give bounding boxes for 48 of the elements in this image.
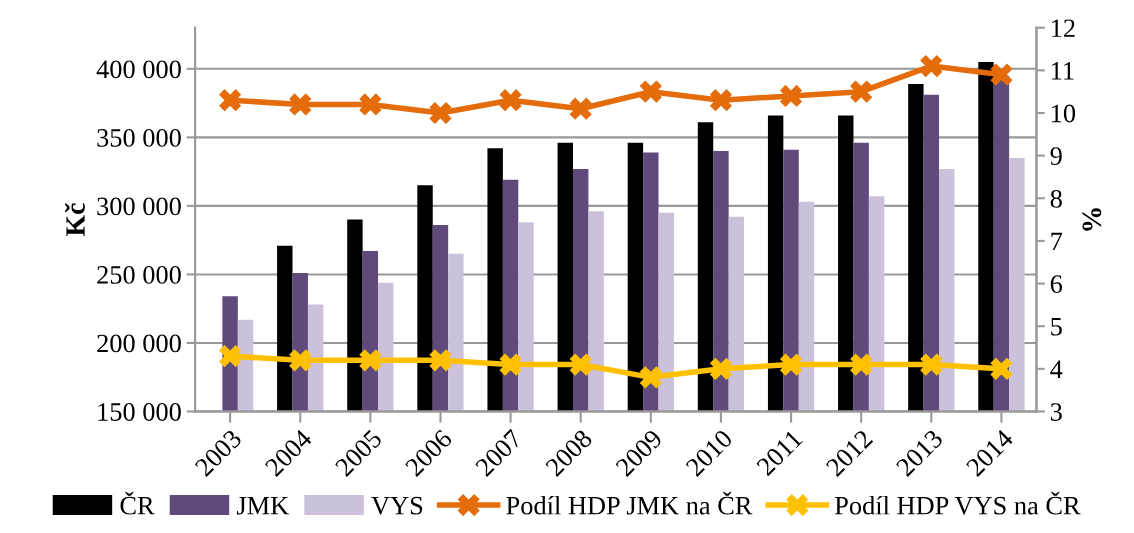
y2-axis-title: % xyxy=(1082,208,1102,231)
legend-label: JMK xyxy=(236,497,289,515)
point xyxy=(639,366,662,389)
point xyxy=(709,357,733,380)
point xyxy=(359,349,382,372)
y-tick-label: 350 000 xyxy=(97,128,181,147)
point xyxy=(429,101,452,125)
point xyxy=(709,89,733,112)
y2-tick-label: 6 xyxy=(1050,275,1063,293)
point xyxy=(569,353,592,376)
point xyxy=(639,80,662,103)
legend-label: VYS xyxy=(371,496,423,515)
point xyxy=(990,357,1013,380)
point xyxy=(499,353,522,376)
legend-label: ČR xyxy=(120,491,155,515)
y-tick-label: 150 000 xyxy=(98,403,181,421)
legend-label: Podíl HDP VYS na ČR xyxy=(834,491,1081,515)
point xyxy=(779,353,803,376)
point xyxy=(850,80,873,103)
y2-tick-label: 12 xyxy=(1051,19,1075,37)
point xyxy=(219,344,242,368)
point xyxy=(779,84,803,108)
y-tick-label: 400 000 xyxy=(96,60,181,79)
y2-tick-label: 8 xyxy=(1050,189,1062,208)
point xyxy=(850,353,873,376)
legend-label: Podíl HDP JMK na ČR xyxy=(506,491,753,515)
point xyxy=(429,349,452,372)
point xyxy=(359,93,382,116)
y-tick-label: 200 000 xyxy=(97,334,181,353)
y-tick-label: 300 000 xyxy=(97,197,181,216)
y2-tick-label: 10 xyxy=(1051,104,1076,123)
y2-tick-label: 4 xyxy=(1050,360,1063,378)
point xyxy=(499,89,522,112)
y2-tick-label: 3 xyxy=(1050,403,1062,421)
y2-tick-label: 7 xyxy=(1051,232,1063,251)
point xyxy=(920,54,943,78)
point xyxy=(289,349,312,372)
y-tick-label: 250 000 xyxy=(97,266,181,284)
y2-tick-label: 11 xyxy=(1051,62,1074,80)
y2-tick-label: 5 xyxy=(1051,318,1062,336)
point xyxy=(920,353,943,376)
y-axis-title: Kč xyxy=(65,203,85,237)
x-tick-label: 2011 xyxy=(755,429,804,477)
point xyxy=(219,89,242,112)
point xyxy=(569,97,592,120)
y2-tick-label: 9 xyxy=(1050,147,1062,166)
point xyxy=(990,63,1013,86)
point xyxy=(289,93,312,116)
